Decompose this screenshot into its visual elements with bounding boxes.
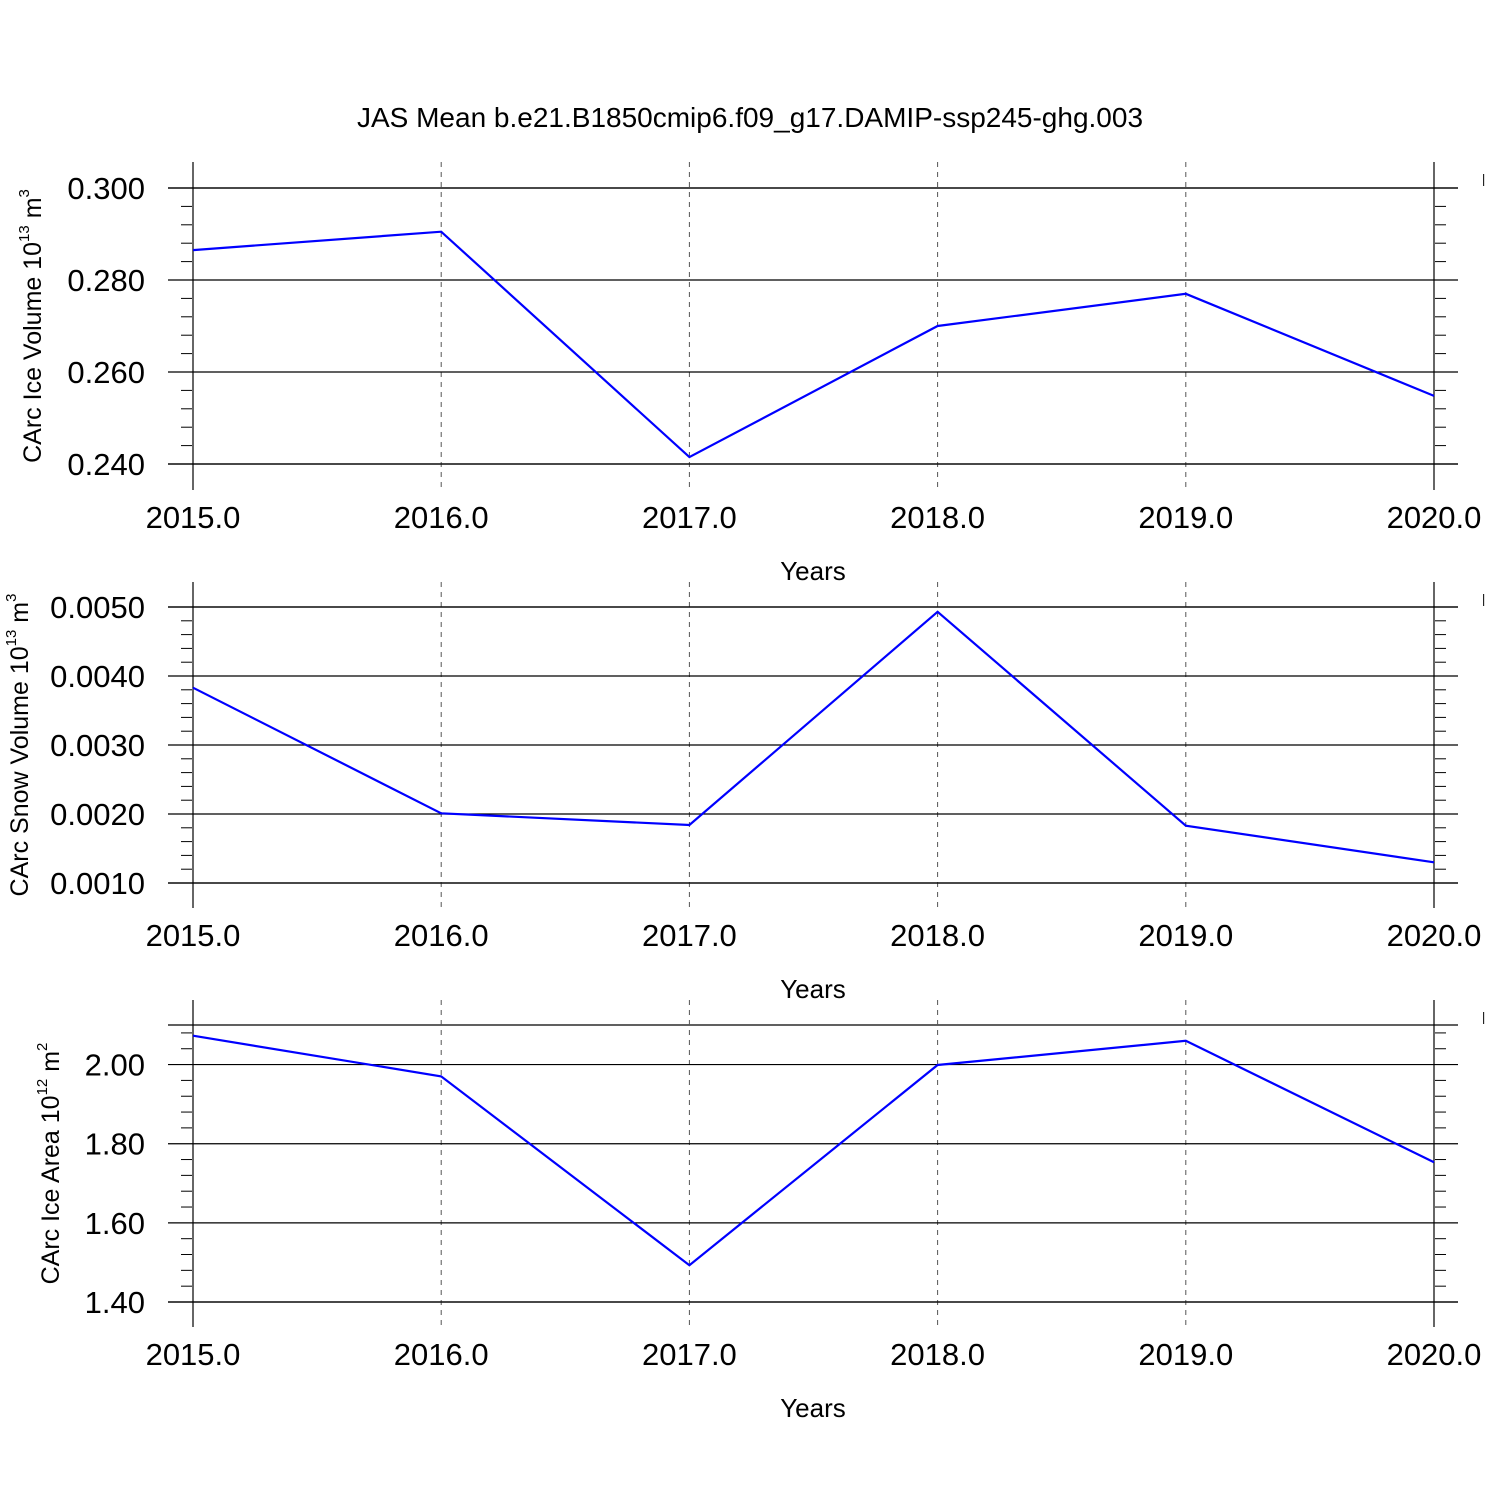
panel-1: 0.240 0.260 0.280 0.300 2015.0 2016.0 2017.0 20… (16, 162, 1485, 586)
panel-2: 0.0010 0.0020 0.0030 0.0040 0.0050 2015.0 2016… (3, 582, 1485, 1004)
y-tick-label: 0.0040 (50, 659, 145, 694)
x-axis-label: Years (780, 556, 846, 586)
y-tick-label: 0.0050 (50, 590, 145, 625)
series-line (192, 610, 1435, 864)
series-line (192, 1034, 1435, 1267)
x-tick-label: 2019.0 (1138, 500, 1233, 535)
y-tick-label: 0.260 (67, 355, 145, 390)
x-tick-label: 2017.0 (642, 1337, 737, 1372)
x-tick-label: 2018.0 (890, 918, 985, 953)
x-tick-label: 2018.0 (890, 1337, 985, 1372)
y-tick-label: 0.0030 (50, 728, 145, 763)
x-tick-label: 2019.0 (1138, 918, 1233, 953)
x-tick-label: 2016.0 (394, 918, 489, 953)
x-tick-label: 2017.0 (642, 500, 737, 535)
x-axis-label: Years (780, 974, 846, 1004)
x-tick-label: 2020.0 (1387, 500, 1482, 535)
x-axis-label: Years (780, 1393, 846, 1423)
y-tick-label: 0.280 (67, 263, 145, 298)
x-tick-label: 2020.0 (1387, 1337, 1482, 1372)
y-tick-label: 0.240 (67, 447, 145, 482)
x-tick-label: 2015.0 (146, 918, 241, 953)
x-tick-label: 2015.0 (146, 1337, 241, 1372)
y-tick-label: 1.60 (85, 1206, 145, 1241)
y-tick-label: 1.80 (85, 1127, 145, 1162)
x-tick-label: 2020.0 (1387, 918, 1482, 953)
x-tick-label: 2019.0 (1138, 1337, 1233, 1372)
series-line (192, 230, 1435, 459)
panel-3: 1.40 1.60 1.80 2.00 2015.0 2016.0 2017.0 2018.0… (34, 1000, 1485, 1423)
x-tick-label: 2018.0 (890, 500, 985, 535)
x-tick-label: 2017.0 (642, 918, 737, 953)
x-tick-label: 2016.0 (394, 1337, 489, 1372)
x-tick-label: 2016.0 (394, 500, 489, 535)
y-axis-label: CArc Ice Volume 1013 m3 (16, 189, 47, 463)
y-tick-label: 2.00 (85, 1048, 145, 1083)
y-axis-label: CArc Ice Area 1012 m2 (34, 1043, 65, 1285)
y-tick-label: 1.40 (85, 1285, 145, 1320)
y-tick-label: 0.0010 (50, 866, 145, 901)
y-tick-label: 0.300 (67, 171, 145, 206)
y-axis-label: CArc Snow Volume 1013 m3 (3, 594, 34, 897)
y-tick-label: 0.0020 (50, 797, 145, 832)
chart-title: JAS Mean b.e21.B1850cmip6.f09_g17.DAMIP-… (357, 102, 1143, 133)
x-tick-label: 2015.0 (146, 500, 241, 535)
